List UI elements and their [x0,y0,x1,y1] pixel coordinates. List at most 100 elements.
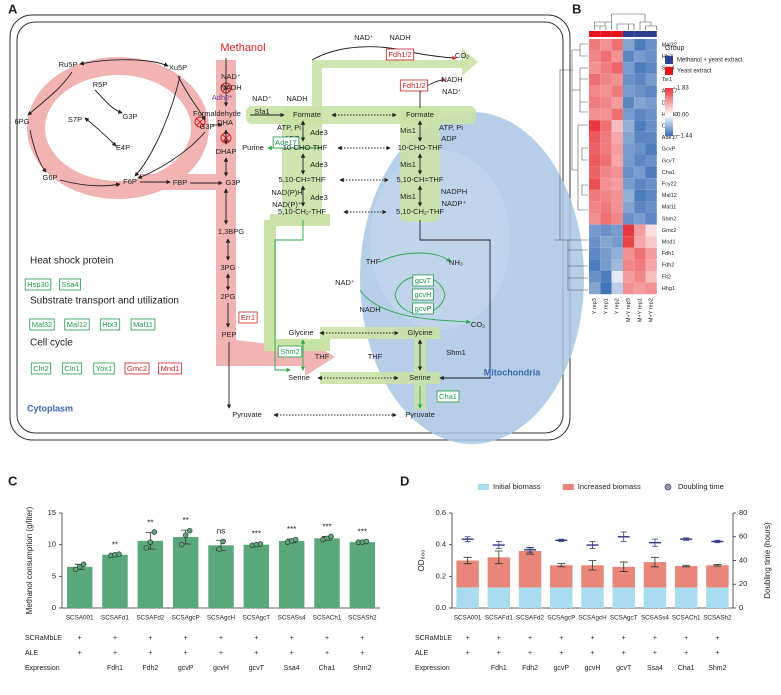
pathway-arrow [27,71,73,116]
heatmap-cell [645,143,657,155]
colorbar-label: 1.83 [677,86,689,92]
heatmap-cell [634,39,646,51]
x-tick-label: SCSAgcP [172,615,200,622]
heatmap-cell [589,201,601,213]
dendrograms [555,13,657,291]
pathway-label: G3P [225,178,240,187]
row-label: Mal11 [662,205,677,211]
heatmap-cell [622,97,635,109]
pathway-label: ADP [441,134,456,143]
significance-label: *** [322,523,331,532]
gene-label: gcvP [415,304,432,313]
heatmap-cell [600,224,612,237]
heatmap-cell [634,143,646,155]
table-cell: + [290,635,294,642]
heatmap-cell [622,189,635,202]
table-row-label: SCRaMbLE [25,635,62,642]
table-cell: + [113,635,117,642]
heatmap-cell [589,213,601,225]
tick-label: 0.2 [436,571,446,580]
bar [208,545,234,608]
heatmap-cell [634,50,646,63]
heatmap-cell [645,166,657,179]
data-point [143,545,150,551]
heatmap-cell [589,155,601,167]
table-cell: Cha1 [678,665,695,672]
heatmap-cell [634,259,646,271]
heatmap-cell [589,50,601,63]
heatmap-cell [645,39,657,51]
table-cell: Ssa4 [647,665,663,672]
pathway-arrow [419,220,491,381]
bar-segment [518,587,542,608]
heatmap-cell [600,155,612,167]
heatmap-cell [611,166,623,179]
bar [172,537,199,608]
column-label: Y rep3 [592,298,598,314]
heatmap-cell [634,247,646,260]
glycolysis-band [216,60,335,376]
data-point [147,539,154,545]
row-label: Fcy22 [662,181,677,187]
tick-label: 5 [52,571,56,580]
pathway-label: Purine [242,143,264,152]
heatmap-cell [634,271,646,283]
row-label: Shm2 [662,216,676,222]
heatmap-cell [611,39,623,51]
row-label: Fdh1 [662,251,675,257]
pathway-label: Cell cycle [30,338,73,349]
legend-label: Methanol + yeast extract [677,58,743,64]
gene-label: Fdh1/2 [388,50,411,59]
table-cell: Shm2 [708,665,726,672]
table-cell: gcvT [249,665,265,672]
row-label: Mal32 [662,42,677,48]
bar [314,538,340,608]
bar-segment [487,557,511,588]
table-cell: + [684,635,688,642]
table-cell: + [466,635,470,642]
pathway-label: ATP, Pi [277,123,301,132]
tick-label: 15 [48,508,56,517]
pathway-label: Ade3 [310,160,328,169]
pathway-label: THF [315,352,330,361]
heatmap-cell [600,131,612,144]
pathway-label: NAD⁺ [221,72,241,81]
x-tick-label: SCSACh1 [313,615,342,622]
x-tick-label: SCSACh1 [672,615,701,622]
legend-label: Doubling time [678,482,724,491]
pathway-label: S7P [68,115,82,124]
pathway-label: Xu5P [169,63,187,72]
heatmap-cell [600,166,612,179]
heatmap-cell [600,62,612,74]
x-tick-label: SCSASh2 [703,615,732,622]
gene-label: Err1 [241,313,255,322]
heatmap-cell [622,155,635,167]
group-bar [600,31,612,37]
table-cell: + [219,650,223,657]
gene-box [29,318,55,331]
significance-label: *** [287,525,296,534]
gene-label: Hsp30 [27,280,49,289]
data-point [72,566,79,573]
pathway-label: NADP⁺ [442,199,467,208]
heatmap-cell [634,213,646,225]
heatmap-cell [611,143,623,155]
x-tick-label: SCSA001 [66,615,94,622]
heatmap-cell [600,120,612,132]
column-label: Y rep1 [603,298,609,314]
table-row-label: Expression [415,665,450,672]
pathway-label: ATP, Pi [439,123,463,132]
pathway-label: 5,10-CH=THF [279,175,326,184]
heatmap-cell [645,201,657,213]
pathway-label: Pyruvate [405,410,435,419]
panel-label: D [400,473,409,488]
heatmap-cell [611,224,623,237]
x-tick-label: SCSASh2 [348,615,377,622]
pathway-diagram: Methanol Ru5P R5P Xu5P S7P G3P E4P G3P 6PG G6P F6P… [9,14,584,444]
heatmap-cell [634,73,646,86]
heatmap-cell [622,213,635,225]
heatmap-cell [611,73,623,86]
heatmap-cell [589,178,601,190]
tick-label: 20 [739,579,747,588]
gene-box [64,318,90,331]
